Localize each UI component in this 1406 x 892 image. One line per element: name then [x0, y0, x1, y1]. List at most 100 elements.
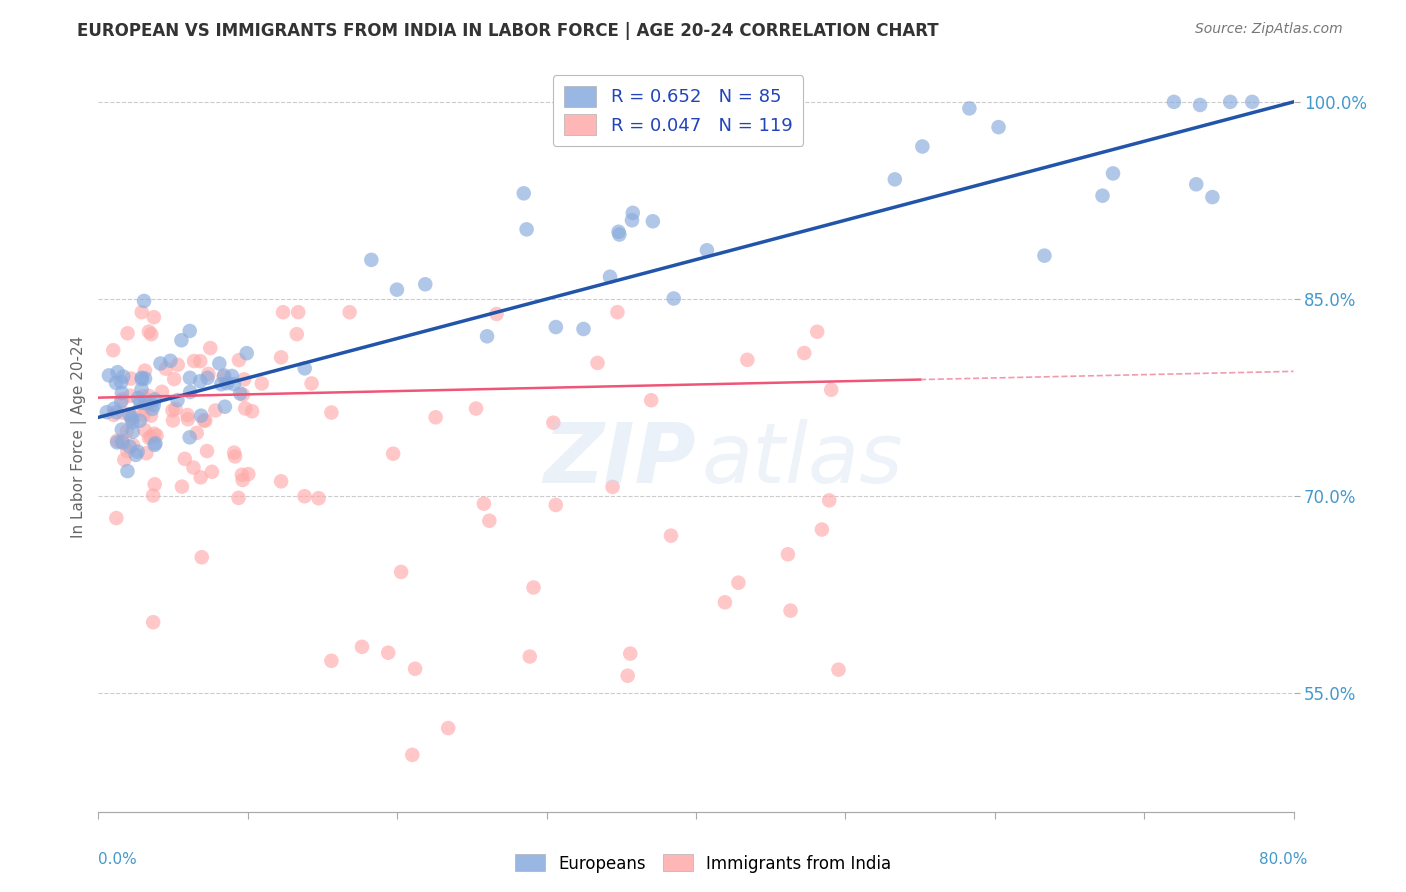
Point	[162, 403, 184, 417]
Point	[139, 429, 162, 443]
Point	[475, 329, 498, 343]
Point	[212, 368, 235, 383]
Point	[197, 371, 219, 385]
Point	[110, 394, 132, 409]
Point	[401, 747, 423, 762]
Text: ZIP: ZIP	[543, 419, 696, 500]
Point	[516, 222, 538, 236]
Point	[193, 413, 215, 427]
Point	[129, 395, 152, 409]
Point	[811, 523, 834, 537]
Point	[111, 385, 134, 400]
Point	[377, 646, 399, 660]
Point	[621, 206, 644, 220]
Point	[212, 370, 235, 384]
Point	[143, 426, 166, 441]
Point	[186, 425, 208, 440]
Point	[131, 371, 153, 385]
Point	[125, 448, 148, 462]
Point	[270, 475, 292, 489]
Point	[96, 405, 118, 419]
Point	[1189, 98, 1212, 112]
Point	[110, 375, 132, 389]
Point	[111, 435, 134, 450]
Point	[228, 353, 250, 368]
Point	[911, 139, 934, 153]
Point	[250, 376, 273, 391]
Point	[139, 409, 162, 423]
Point	[166, 358, 188, 372]
Point	[117, 444, 139, 458]
Point	[382, 447, 405, 461]
Point	[122, 438, 145, 452]
Point	[233, 372, 256, 386]
Point	[224, 450, 246, 464]
Point	[105, 435, 128, 450]
Point	[179, 430, 201, 444]
Point	[619, 647, 641, 661]
Point	[224, 445, 246, 459]
Point	[204, 403, 226, 417]
Point	[163, 372, 186, 386]
Point	[165, 401, 187, 416]
Point	[609, 227, 631, 242]
Point	[793, 346, 815, 360]
Point	[112, 452, 135, 467]
Point	[179, 371, 201, 385]
Point	[197, 367, 219, 381]
Point	[121, 411, 143, 425]
Point	[606, 305, 628, 319]
Point	[145, 436, 167, 450]
Point	[513, 186, 536, 201]
Point	[134, 371, 156, 385]
Point	[339, 305, 361, 319]
Point	[138, 431, 160, 445]
Point	[190, 470, 212, 484]
Point	[179, 324, 201, 338]
Point	[957, 102, 980, 116]
Point	[485, 307, 508, 321]
Point	[1163, 95, 1185, 109]
Point	[215, 376, 238, 391]
Point	[127, 391, 149, 405]
Text: EUROPEAN VS IMMIGRANTS FROM INDIA IN LABOR FORCE | AGE 20-24 CORRELATION CHART: EUROPEAN VS IMMIGRANTS FROM INDIA IN LAB…	[77, 22, 939, 40]
Point	[128, 414, 150, 428]
Point	[107, 365, 129, 379]
Point	[586, 356, 609, 370]
Point	[478, 514, 501, 528]
Point	[177, 412, 200, 426]
Point	[112, 369, 135, 384]
Point	[142, 310, 165, 325]
Point	[301, 376, 323, 391]
Point	[131, 372, 153, 386]
Point	[472, 497, 495, 511]
Point	[118, 440, 141, 454]
Point	[621, 213, 644, 227]
Point	[132, 293, 155, 308]
Point	[806, 325, 828, 339]
Point	[138, 397, 160, 411]
Point	[142, 615, 165, 630]
Point	[413, 277, 436, 292]
Point	[105, 405, 128, 419]
Point	[188, 374, 211, 388]
Point	[1033, 249, 1056, 263]
Point	[231, 467, 253, 482]
Point	[132, 409, 155, 423]
Point	[190, 550, 212, 565]
Point	[572, 322, 595, 336]
Text: 0.0%: 0.0%	[98, 852, 138, 867]
Point	[522, 581, 544, 595]
Point	[1201, 190, 1223, 204]
Point	[131, 305, 153, 319]
Point	[659, 529, 682, 543]
Point	[360, 252, 382, 267]
Point	[162, 413, 184, 427]
Point	[1219, 95, 1241, 109]
Point	[1185, 178, 1208, 192]
Point	[389, 565, 412, 579]
Point	[544, 320, 567, 334]
Point	[138, 325, 160, 339]
Point	[1091, 188, 1114, 202]
Point	[240, 404, 263, 418]
